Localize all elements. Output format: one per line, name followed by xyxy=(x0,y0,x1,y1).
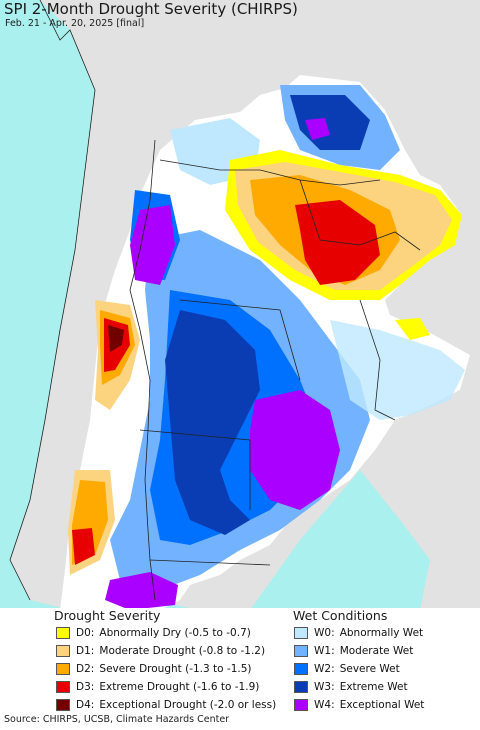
legend-wet-heading: Wet Conditions xyxy=(293,608,388,623)
coastline-west xyxy=(9,0,96,601)
map-subtitle: Feb. 21 - Apr. 20, 2025 [final] xyxy=(5,18,145,29)
legend-item-w4: W4: Exceptional Wet xyxy=(294,698,424,712)
drought-d3-southwest xyxy=(72,528,95,565)
legend-swatch-d2 xyxy=(56,663,70,675)
drought-d0-southeast-patch xyxy=(395,318,430,340)
legend-label-w0: Abnormally Wet xyxy=(339,627,424,639)
wet-w4-west xyxy=(130,205,175,285)
legend-label-d0: Abnormally Dry (-0.5 to -0.7) xyxy=(99,627,251,639)
legend-code-w2: W2: xyxy=(314,663,335,675)
legend: Drought Severity Wet Conditions D0: Abno… xyxy=(0,608,480,713)
legend-code-w3: W3: xyxy=(314,681,335,693)
legend-code-w0: W0: xyxy=(314,627,335,639)
legend-code-w1: W1: xyxy=(314,645,335,657)
legend-swatch-w1 xyxy=(294,645,308,657)
border-provinces-2 xyxy=(149,559,271,566)
legend-item-w2: W2: Severe Wet xyxy=(294,662,400,676)
legend-label-d4: Exceptional Drought (-2.0 or less) xyxy=(99,699,277,711)
legend-swatch-w2 xyxy=(294,663,308,675)
legend-code-w4: W4: xyxy=(314,699,335,711)
border-chile-argentina xyxy=(129,139,156,601)
border-provinces-1 xyxy=(139,429,251,510)
legend-item-d2: D2: Severe Drought (-1.3 to -1.5) xyxy=(56,662,252,676)
wet-w4-east xyxy=(250,390,340,510)
wet-w0-east xyxy=(330,320,465,420)
wet-w4-south xyxy=(105,572,178,610)
legend-swatch-d3 xyxy=(56,681,70,693)
wet-w3-center xyxy=(165,310,260,535)
legend-item-d3: D3: Extreme Drought (-1.6 to -1.9) xyxy=(56,680,259,694)
legend-item-d1: D1: Moderate Drought (-0.8 to -1.2) xyxy=(56,644,265,658)
legend-label-w2: Severe Wet xyxy=(339,663,400,675)
legend-code-d1: D1: xyxy=(76,645,95,657)
legend-item-d4: D4: Exceptional Drought (-2.0 or less) xyxy=(56,698,276,712)
source-credit: Source: CHIRPS, UCSB, Climate Hazards Ce… xyxy=(4,714,230,725)
legend-label-w1: Moderate Wet xyxy=(339,645,414,657)
legend-code-d3: D3: xyxy=(76,681,95,693)
legend-label-w4: Exceptional Wet xyxy=(339,699,425,711)
legend-code-d0: D0: xyxy=(76,627,95,639)
legend-label-w3: Extreme Wet xyxy=(339,681,408,693)
legend-item-w0: W0: Abnormally Wet xyxy=(294,626,423,640)
legend-item-w1: W1: Moderate Wet xyxy=(294,644,413,658)
drought-map xyxy=(0,0,480,610)
drought-d4-west xyxy=(108,325,124,352)
legend-code-d2: D2: xyxy=(76,663,95,675)
borders xyxy=(129,139,421,601)
legend-swatch-d1 xyxy=(56,645,70,657)
legend-swatch-w3 xyxy=(294,681,308,693)
legend-swatch-d0 xyxy=(56,627,70,639)
legend-item-w3: W3: Extreme Wet xyxy=(294,680,408,694)
legend-swatch-w4 xyxy=(294,699,308,711)
legend-label-d2: Severe Drought (-1.3 to -1.5) xyxy=(99,663,252,675)
legend-label-d3: Extreme Drought (-1.6 to -1.9) xyxy=(99,681,260,693)
wet-w4-north xyxy=(305,118,330,140)
legend-swatch-d4 xyxy=(56,699,70,711)
border-paraguay xyxy=(299,179,421,251)
border-bolivia-argentina xyxy=(159,159,381,186)
legend-label-d1: Moderate Drought (-0.8 to -1.2) xyxy=(99,645,266,657)
map-title: SPI 2-Month Drought Severity (CHIRPS) xyxy=(4,0,298,18)
wet-w3-north xyxy=(290,95,370,150)
legend-item-d0: D0: Abnormally Dry (-0.5 to -0.7) xyxy=(56,626,251,640)
border-uruguay xyxy=(359,299,396,421)
border-provinces-3 xyxy=(179,299,301,381)
legend-swatch-w0 xyxy=(294,627,308,639)
legend-drought-heading: Drought Severity xyxy=(54,608,161,623)
legend-code-d4: D4: xyxy=(76,699,95,711)
